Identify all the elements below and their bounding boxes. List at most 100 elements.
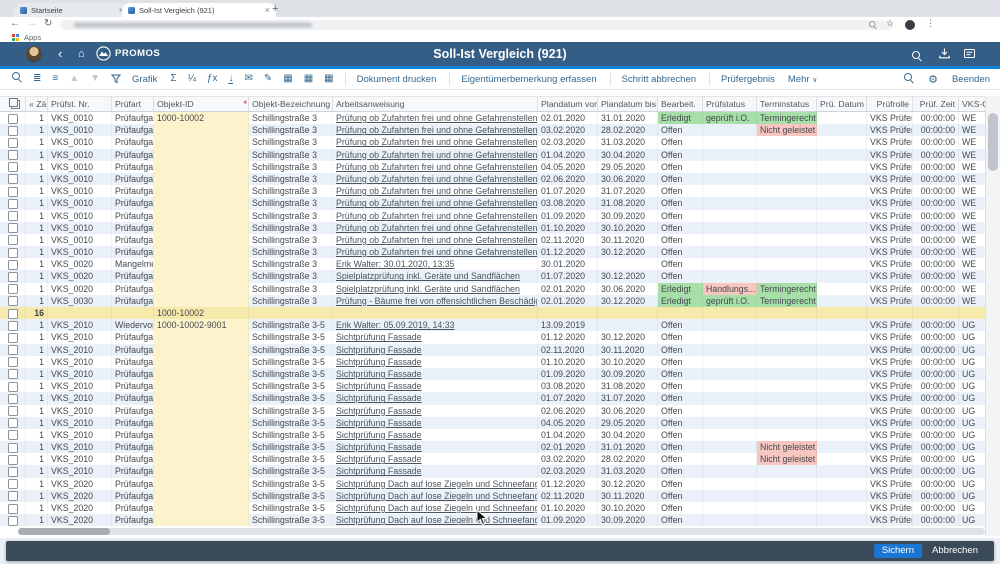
row-checkbox[interactable] bbox=[8, 369, 18, 380]
arbeitsanweisung-link[interactable]: Sichtprüfung Fassade bbox=[336, 356, 422, 367]
row-checkbox[interactable] bbox=[8, 357, 18, 368]
sort-descending-icon[interactable]: ▼ bbox=[90, 73, 101, 84]
vertical-scrollbar-thumb[interactable] bbox=[988, 113, 998, 171]
grid-view-icon[interactable]: ▦ bbox=[283, 73, 293, 84]
browser-tab-soll-ist-vergleich[interactable]: Soll-Ist Vergleich (921) × bbox=[122, 3, 276, 17]
zoom-icon[interactable] bbox=[869, 21, 877, 29]
arbeitsanweisung-link[interactable]: Sichtprüfung Fassade bbox=[336, 442, 422, 453]
column-header-bis[interactable]: Plandatum bis bbox=[598, 97, 658, 111]
column-header-nr[interactable]: Prüfst. Nr. bbox=[48, 97, 112, 111]
arbeitsanweisung-link[interactable]: Sichtprüfung Fassade bbox=[336, 417, 422, 428]
grafik-button[interactable]: Grafik bbox=[132, 73, 158, 85]
row-checkbox[interactable] bbox=[8, 308, 18, 319]
download-icon[interactable]: ↓ bbox=[228, 73, 234, 84]
row-checkbox[interactable] bbox=[8, 418, 18, 429]
column-header-rolle[interactable]: Prüfrolle bbox=[867, 97, 913, 111]
row-checkbox[interactable] bbox=[8, 296, 18, 307]
horizontal-scrollbar-thumb[interactable] bbox=[18, 528, 110, 535]
row-checkbox[interactable] bbox=[8, 223, 18, 234]
row-checkbox[interactable] bbox=[8, 442, 18, 453]
row-checkbox[interactable] bbox=[8, 211, 18, 221]
table-search-icon[interactable] bbox=[904, 72, 914, 83]
column-header-z[interactable]: « Zäh... bbox=[26, 97, 48, 111]
row-checkbox[interactable] bbox=[8, 503, 18, 514]
arbeitsanweisung-link[interactable]: Prüfung ob Zufahrten frei und ohne Gefah… bbox=[336, 210, 538, 221]
arbeitsanweisung-link[interactable]: Prüfung ob Zufahrten frei und ohne Gefah… bbox=[336, 149, 538, 160]
tab-close-icon[interactable]: × bbox=[119, 5, 124, 15]
row-checkbox[interactable] bbox=[8, 332, 18, 343]
schritt-abbrechen-button[interactable]: Schritt abbrechen bbox=[621, 73, 697, 85]
new-tab-button[interactable]: + bbox=[272, 3, 279, 15]
row-checkbox[interactable] bbox=[8, 284, 18, 295]
row-checkbox[interactable] bbox=[8, 137, 18, 148]
row-checkbox[interactable] bbox=[8, 247, 18, 258]
arbeitsanweisung-link[interactable]: Sichtprüfung Fassade bbox=[336, 381, 422, 392]
arbeitsanweisung-link[interactable]: Spielplatzprüfung inkl. Geräte und Sandf… bbox=[336, 283, 520, 294]
browser-tab-startseite[interactable]: Startseite × bbox=[14, 3, 130, 17]
subtotal-icon[interactable]: ¼ bbox=[187, 73, 196, 84]
beenden-button[interactable]: Beenden bbox=[951, 74, 990, 85]
arbeitsanweisung-link[interactable]: Erik Walter: 30.01.2020, 13:35 bbox=[336, 259, 455, 270]
forward-arrow-icon[interactable]: → bbox=[27, 18, 37, 29]
back-chevron-icon[interactable]: ‹ bbox=[58, 46, 63, 61]
search-icon[interactable] bbox=[12, 72, 22, 82]
arbeitsanweisung-link[interactable]: Sichtprüfung Dach auf lose Ziegeln und S… bbox=[336, 515, 538, 526]
row-checkbox[interactable] bbox=[8, 491, 18, 502]
grid-export-icon[interactable]: ▦ bbox=[324, 73, 334, 84]
arbeitsanweisung-link[interactable]: Prüfung ob Zufahrten frei und ohne Gefah… bbox=[336, 125, 538, 136]
shell-export-icon[interactable] bbox=[938, 47, 951, 60]
list-icon[interactable]: ≡ bbox=[52, 73, 59, 84]
tab-close-icon[interactable]: × bbox=[264, 4, 270, 15]
row-checkbox[interactable] bbox=[8, 174, 18, 185]
select-all-header[interactable] bbox=[0, 97, 26, 111]
row-checkbox[interactable] bbox=[8, 345, 18, 356]
arbeitsanweisung-link[interactable]: Sichtprüfung Fassade bbox=[336, 332, 422, 343]
browser-profile-avatar[interactable] bbox=[905, 19, 915, 30]
column-header-von[interactable]: Plandatum von bbox=[538, 97, 598, 111]
details-list-icon[interactable]: ≣ bbox=[33, 73, 42, 84]
grid-add-icon[interactable]: ▦ bbox=[303, 73, 314, 84]
row-checkbox[interactable] bbox=[8, 198, 18, 209]
shell-search-icon[interactable] bbox=[912, 51, 922, 61]
row-checkbox[interactable] bbox=[8, 466, 18, 477]
arbeitsanweisung-link[interactable]: Prüfung - Bäume frei von offensichtliche… bbox=[336, 295, 537, 306]
column-header-pst[interactable]: Prüfstatus bbox=[703, 97, 757, 111]
save-button[interactable]: Sichern bbox=[873, 544, 922, 558]
row-checkbox[interactable] bbox=[8, 271, 18, 282]
arbeitsanweisung-link[interactable]: Prüfung ob Zufahrten frei und ohne Gefah… bbox=[336, 161, 538, 172]
sum-icon[interactable]: Σ bbox=[170, 73, 177, 84]
row-checkbox[interactable] bbox=[8, 381, 18, 392]
home-icon[interactable]: ⌂ bbox=[78, 48, 85, 60]
filter-icon[interactable] bbox=[111, 74, 122, 84]
arbeitsanweisung-link[interactable]: Erik Walter: 05.09.2019, 14:33 bbox=[336, 320, 455, 331]
cancel-button[interactable]: Abbrechen bbox=[932, 545, 978, 556]
column-header-zeit[interactable]: Prüf. Zeit bbox=[913, 97, 959, 111]
shell-shortcuts-icon[interactable] bbox=[963, 47, 976, 60]
row-checkbox[interactable] bbox=[8, 113, 18, 124]
column-header-vks[interactable]: VKS-Obj... bbox=[959, 97, 985, 111]
arbeitsanweisung-link[interactable]: Prüfung ob Zufahrten frei und ohne Gefah… bbox=[336, 137, 538, 148]
eigentuemerbemerkung-button[interactable]: Eigentümerbemerkung erfassen bbox=[461, 73, 597, 85]
arbeitsanweisung-link[interactable]: Prüfung ob Zufahrten frei und ohne Gefah… bbox=[336, 222, 538, 233]
horizontal-scrollbar[interactable] bbox=[18, 528, 985, 535]
arbeitsanweisung-link[interactable]: Prüfung ob Zufahrten frei und ohne Gefah… bbox=[336, 113, 538, 123]
star-icon[interactable]: ☆ bbox=[886, 18, 895, 28]
arbeitsanweisung-link[interactable]: Sichtprüfung Fassade bbox=[336, 405, 422, 416]
row-checkbox[interactable] bbox=[8, 320, 18, 331]
row-checkbox[interactable] bbox=[8, 259, 18, 270]
